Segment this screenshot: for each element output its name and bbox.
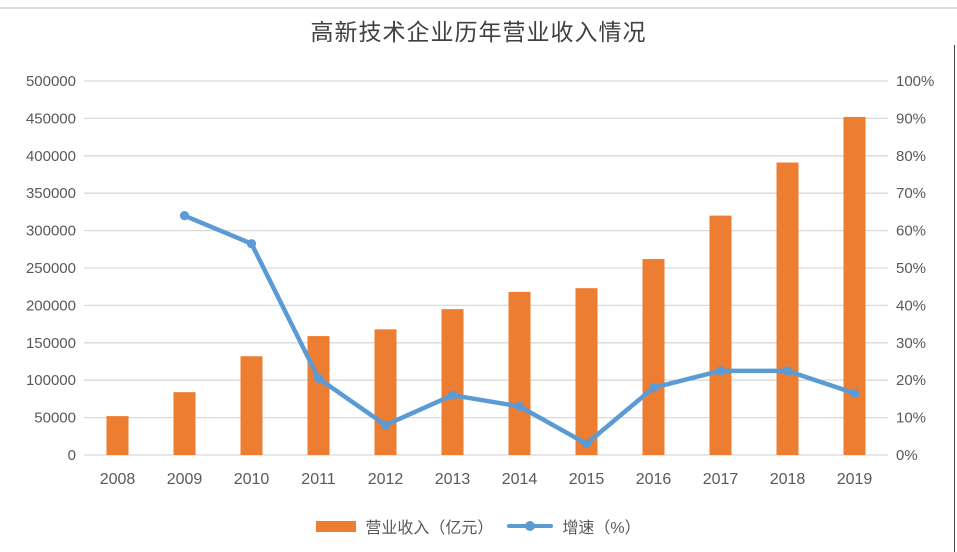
left-axis-tick-label: 500000 <box>26 73 76 90</box>
x-axis-label-2016: 2016 <box>636 471 672 488</box>
legend-item-growth: 增速（%） <box>507 514 641 538</box>
right-axis-tick-label: 80% <box>896 148 926 165</box>
growth-line-marker <box>447 390 458 400</box>
right-axis-tick-label: 0% <box>896 447 918 464</box>
growth-line-marker <box>179 211 190 221</box>
x-axis-label-2017: 2017 <box>703 471 739 488</box>
left-axis-tick-label: 150000 <box>26 335 76 352</box>
right-axis-tick-label: 90% <box>896 110 926 127</box>
growth-line-swatch-icon <box>507 521 554 531</box>
x-axis-label-2019: 2019 <box>837 471 873 488</box>
left-axis-tick-label: 200000 <box>26 297 76 314</box>
legend-label-revenue: 营业收入（亿元） <box>365 520 494 537</box>
bar-2008 <box>106 416 129 455</box>
growth-line-marker <box>849 388 860 398</box>
left-axis-tick-label: 400000 <box>26 148 76 165</box>
x-axis-label-2012: 2012 <box>368 471 404 488</box>
left-axis-tick-label: 250000 <box>26 260 76 277</box>
right-axis-tick-label: 50% <box>896 260 926 277</box>
left-axis-tick-label: 100000 <box>26 372 76 389</box>
bar-2015 <box>575 288 598 455</box>
bar-2011 <box>307 336 330 455</box>
bar-2019 <box>843 116 866 456</box>
x-axis-label-2013: 2013 <box>435 471 471 488</box>
left-axis-tick-label: 300000 <box>26 223 76 240</box>
right-axis-tick-label: 40% <box>896 297 926 314</box>
chart-title: 高新技术企业历年营业收入情况 <box>310 20 647 46</box>
right-axis-tick-label: 100% <box>896 73 934 90</box>
left-axis-tick-label: 50000 <box>34 410 76 427</box>
legend-item-revenue: 营业收入（亿元） <box>316 514 493 538</box>
legend-label-growth: 增速（%） <box>562 520 641 537</box>
x-axis-label-2014: 2014 <box>502 471 538 488</box>
x-axis-label-2011: 2011 <box>301 471 336 488</box>
growth-line-marker <box>380 420 391 430</box>
x-axis-label-2010: 2010 <box>234 471 270 488</box>
bar-2010 <box>240 356 263 455</box>
revenue-bar-swatch-icon <box>316 520 357 532</box>
right-axis-tick-label: 30% <box>896 335 926 352</box>
bar-2016 <box>642 259 665 455</box>
left-axis-tick-label: 350000 <box>26 185 76 202</box>
left-axis-tick-label: 450000 <box>26 110 76 127</box>
right-border-line <box>953 45 955 552</box>
top-border-line <box>0 7 957 9</box>
left-axis-tick-label: 0 <box>68 447 76 464</box>
right-axis-tick-label: 20% <box>896 372 926 389</box>
growth-line-marker <box>246 239 257 249</box>
growth-line-marker <box>782 366 793 376</box>
bar-2014 <box>508 291 531 455</box>
bar-2013 <box>441 309 464 455</box>
x-axis-label-2009: 2009 <box>167 471 203 488</box>
right-axis-tick-label: 60% <box>896 223 926 240</box>
growth-line-marker <box>313 373 324 383</box>
growth-line-marker <box>581 439 592 449</box>
growth-line-marker <box>514 401 525 411</box>
bar-2018 <box>776 162 799 456</box>
bar-2009 <box>173 392 196 455</box>
growth-line-marker <box>648 383 659 393</box>
x-axis-label-2015: 2015 <box>569 471 605 488</box>
right-axis-tick-label: 70% <box>896 185 926 202</box>
bar-2012 <box>374 329 397 455</box>
right-axis-tick-label: 10% <box>896 410 926 427</box>
x-axis-label-2018: 2018 <box>770 471 806 488</box>
bar-2017 <box>709 215 732 455</box>
growth-line-marker <box>715 366 726 376</box>
x-axis-label-2008: 2008 <box>100 471 136 488</box>
chart-legend: 营业收入（亿元） 增速（%） <box>0 511 957 541</box>
